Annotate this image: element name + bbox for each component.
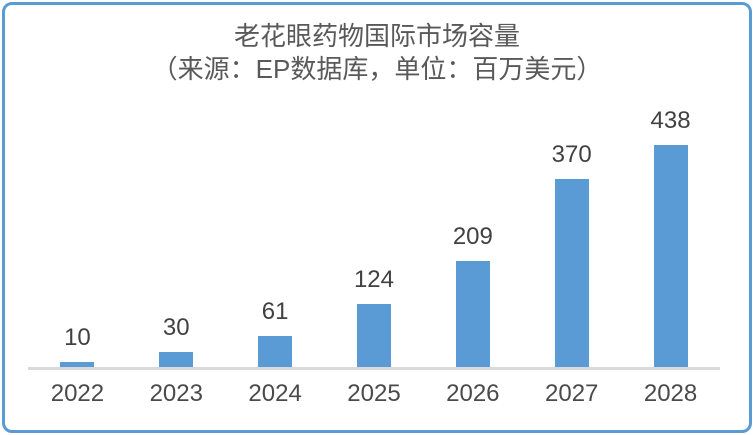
bar-value-label: 124 bbox=[353, 266, 394, 293]
plot-area: 10 30 61 124 209 370 438 bbox=[28, 0, 720, 367]
bar-column: 209 bbox=[423, 0, 522, 367]
bar-value-label: 61 bbox=[261, 298, 289, 325]
bar bbox=[258, 336, 293, 367]
bar-column: 370 bbox=[522, 0, 621, 367]
bar bbox=[554, 179, 589, 367]
bar-column: 30 bbox=[127, 0, 226, 367]
chart-title-block: 老花眼药物国际市场容量 （来源：EP数据库，单位：百万美元） bbox=[0, 19, 754, 86]
x-tick-label: 2026 bbox=[446, 380, 500, 407]
x-axis-tick-labels: 2022 2023 2024 2025 2026 2027 2028 bbox=[28, 379, 720, 411]
bar-column: 10 bbox=[28, 0, 127, 367]
bar-value-label: 209 bbox=[452, 223, 493, 250]
x-tick-label: 2027 bbox=[545, 380, 599, 407]
x-tick-label: 2024 bbox=[248, 380, 302, 407]
x-tick-label: 2022 bbox=[50, 380, 105, 407]
x-tick-label: 2023 bbox=[149, 380, 203, 407]
x-axis-line bbox=[28, 367, 720, 370]
bar-column: 438 bbox=[621, 0, 720, 367]
bar-value-label: 438 bbox=[650, 107, 691, 134]
bar-value-label: 370 bbox=[551, 141, 592, 168]
x-tick-label: 2025 bbox=[347, 380, 401, 407]
bar bbox=[455, 261, 490, 367]
bar bbox=[356, 304, 391, 367]
bar bbox=[60, 362, 95, 367]
bar bbox=[653, 145, 688, 367]
chart-subtitle: （来源：EP数据库，单位：百万美元） bbox=[151, 54, 603, 84]
bar bbox=[159, 352, 194, 367]
chart-title: 老花眼药物国际市场容量 bbox=[233, 21, 520, 51]
bar-value-label: 10 bbox=[64, 324, 91, 351]
bar-value-label: 30 bbox=[162, 314, 190, 341]
x-tick-label: 2028 bbox=[643, 380, 698, 407]
bar-column: 61 bbox=[226, 0, 325, 367]
bar-column: 124 bbox=[325, 0, 424, 367]
